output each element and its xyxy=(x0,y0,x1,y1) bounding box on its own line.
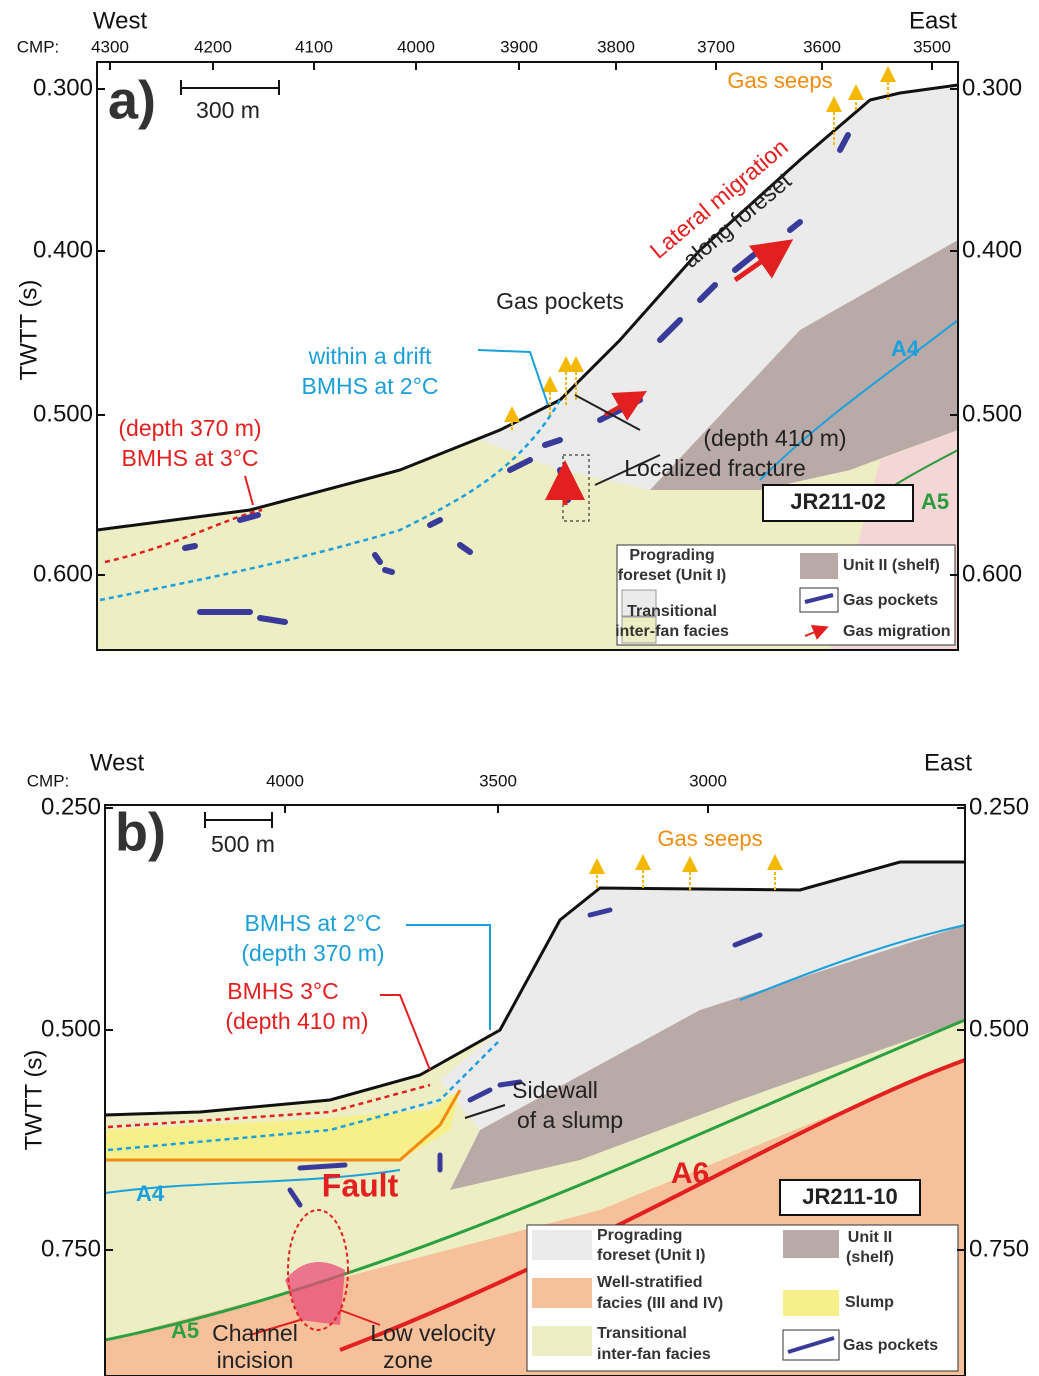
y-tick-label-right: 0.250 xyxy=(969,793,1029,820)
y-tick-label-right: 0.300 xyxy=(962,74,1022,101)
west-label: West xyxy=(93,7,148,34)
scale-bar-label: 500 m xyxy=(211,831,275,857)
east-label: East xyxy=(909,7,957,34)
annotation: Gas pockets xyxy=(496,288,624,314)
gas-seeps-label: Gas seeps xyxy=(727,68,832,93)
annotation: BMHS 3°C xyxy=(227,978,338,1004)
y-tick-label-right: 0.500 xyxy=(962,400,1022,427)
annotation: (depth 370 m) xyxy=(241,940,384,966)
legend-label: Gas migration xyxy=(843,623,951,640)
annotation: BMHS at 3°C xyxy=(121,445,258,471)
gas-seeps-label: Gas seeps xyxy=(657,826,762,851)
cmp-tick-label: 4000 xyxy=(397,37,435,56)
profile-label: JR211-02 xyxy=(790,489,885,514)
legend-label: inter-fan facies xyxy=(615,623,729,640)
legend-label: Unit II xyxy=(848,1229,892,1246)
annotation: of a slump xyxy=(517,1107,623,1133)
y-tick-label-right: 0.400 xyxy=(962,236,1022,263)
cmp-tick-label: 3600 xyxy=(803,37,841,56)
y-tick-label: 0.400 xyxy=(33,236,93,263)
scale-bar-label: 300 m xyxy=(196,97,260,123)
annotation: incision xyxy=(217,1347,294,1373)
cmp-label: CMP: xyxy=(27,771,70,790)
legend-label: inter-fan facies xyxy=(597,1346,711,1363)
figure: West East CMP: 4300 4200 4100 4000 3900 3800 3700… xyxy=(0,0,1039,1376)
annotation: zone xyxy=(383,1347,433,1373)
legend-label: Prograding xyxy=(597,1227,682,1244)
cmp-tick-label: 3000 xyxy=(689,771,727,790)
annotation: (depth 410 m) xyxy=(703,425,846,451)
y-tick-label: 0.250 xyxy=(41,793,101,820)
legend-label: Transitional xyxy=(597,1325,687,1342)
annotation: Channel xyxy=(212,1320,298,1346)
horizon-label: A5 xyxy=(171,1318,199,1343)
y-tick-label: 0.300 xyxy=(33,74,93,101)
cmp-tick-label: 3800 xyxy=(597,37,635,56)
legend-label: Prograding xyxy=(629,547,714,564)
y-tick-label: 0.500 xyxy=(33,400,93,427)
east-label: East xyxy=(924,749,972,776)
legend-label: Gas pockets xyxy=(843,1337,938,1354)
panel-label: b) xyxy=(115,802,166,862)
y-tick-label: 0.500 xyxy=(41,1015,101,1042)
annotation: BMHS at 2°C xyxy=(244,910,381,936)
y-axis-label: TWTT (s) xyxy=(15,280,42,381)
annotation: within a drift xyxy=(308,343,432,369)
y-tick-label: 0.750 xyxy=(41,1235,101,1262)
cmp-tick-label: 4200 xyxy=(194,37,232,56)
cmp-tick-label: 4100 xyxy=(295,37,333,56)
legend-label: Slump xyxy=(845,1294,894,1311)
annotation: Sidewall xyxy=(512,1077,598,1103)
y-tick-label: 0.600 xyxy=(33,560,93,587)
annotation: Localized fracture xyxy=(624,455,806,481)
annotation: (depth 370 m) xyxy=(118,415,261,441)
legend-label: Transitional xyxy=(627,603,717,620)
cmp-tick-label: 3500 xyxy=(913,37,951,56)
legend-label: foreset (Unit I) xyxy=(618,567,726,584)
annotation: Low velocity xyxy=(370,1320,496,1346)
annotation: (depth 410 m) xyxy=(225,1008,368,1034)
y-tick-label-right: 0.750 xyxy=(969,1235,1029,1262)
cmp-tick-label: 3500 xyxy=(479,771,517,790)
y-axis-label: TWTT (s) xyxy=(20,1050,47,1151)
annotation: Fault xyxy=(322,1167,399,1203)
y-tick-label-right: 0.600 xyxy=(962,560,1022,587)
legend-label: facies (III and IV) xyxy=(597,1295,723,1312)
legend-label: Gas pockets xyxy=(843,592,938,609)
section-a xyxy=(97,62,958,650)
panel-label: a) xyxy=(108,70,156,130)
legend-label: Well-stratified xyxy=(597,1274,703,1291)
profile-label: JR211-10 xyxy=(802,1184,897,1209)
west-label: West xyxy=(90,749,145,776)
legend-label: foreset (Unit I) xyxy=(597,1247,705,1264)
annotation: BMHS at 2°C xyxy=(301,373,438,399)
y-tick-label-right: 0.500 xyxy=(969,1015,1029,1042)
horizon-label: A5 xyxy=(921,489,949,514)
horizon-label: A4 xyxy=(891,336,920,361)
cmp-tick-label: 3900 xyxy=(500,37,538,56)
horizon-label: A4 xyxy=(136,1181,165,1206)
legend-label: (shelf) xyxy=(846,1249,894,1266)
cmp-label: CMP: xyxy=(17,37,60,56)
legend-label: Unit II (shelf) xyxy=(843,557,940,574)
cmp-tick-label: 4300 xyxy=(91,37,129,56)
cmp-tick-label: 3700 xyxy=(697,37,735,56)
cmp-tick-label: 4000 xyxy=(266,771,304,790)
horizon-label: A6 xyxy=(671,1157,709,1190)
